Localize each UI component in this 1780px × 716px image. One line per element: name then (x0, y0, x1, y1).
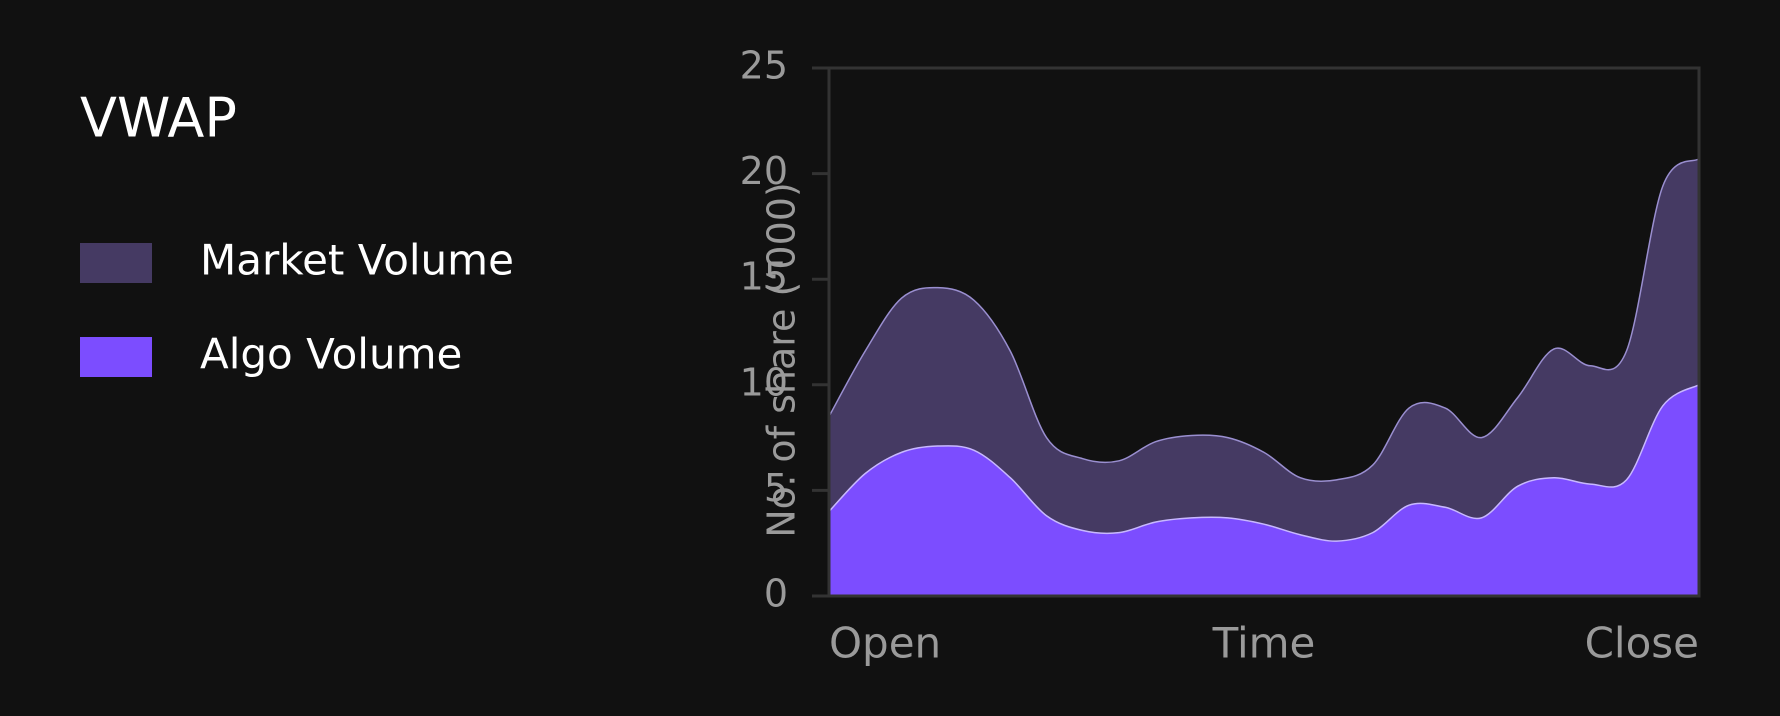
plot-frame (827, 66, 1701, 598)
area (829, 384, 1699, 596)
legend-swatch (80, 337, 152, 377)
y-axis-label: No. of share (‘000) (760, 182, 804, 538)
legend-swatch (80, 243, 152, 283)
area (829, 158, 1699, 597)
legend-label: Algo Volume (200, 330, 462, 379)
x-tick-label: Open (829, 619, 941, 668)
x-axis-label: Time (1212, 619, 1316, 668)
area-line (828, 158, 1700, 483)
y-tick-label: 15 (740, 255, 788, 299)
y-tick-label: 10 (740, 360, 788, 404)
legend-label: Market Volume (200, 236, 514, 285)
y-tick-label: 5 (764, 466, 788, 510)
area-line (828, 384, 1700, 542)
y-tick-label: 0 (764, 572, 788, 616)
chart-title: VWAP (80, 87, 237, 150)
x-tick-label: Close (1585, 619, 1699, 668)
y-tick-label: 25 (740, 44, 788, 88)
y-tick-label: 20 (740, 149, 788, 193)
